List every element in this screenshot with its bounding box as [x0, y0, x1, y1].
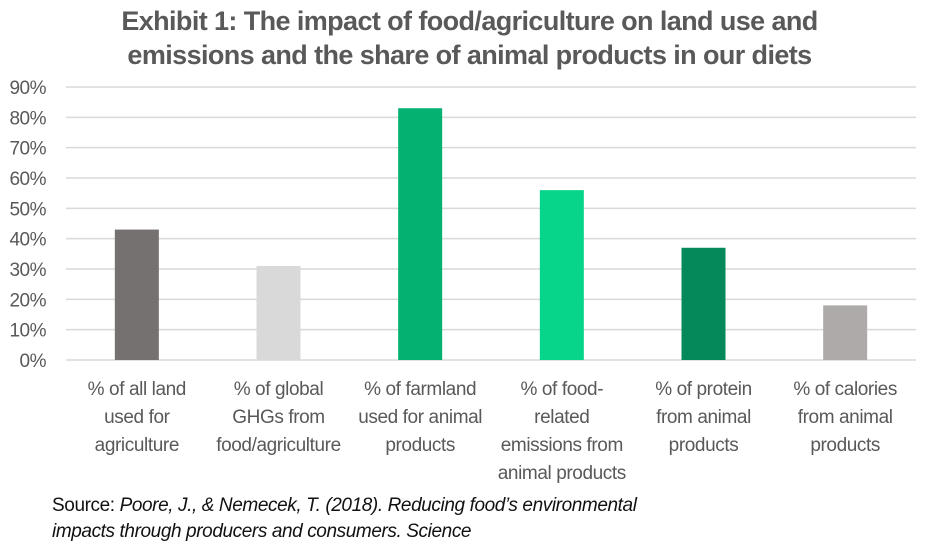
- bar-3: [398, 108, 443, 360]
- y-tick-label: 80%: [9, 108, 46, 129]
- chart-title-line-2: emissions and the share of animal produc…: [127, 40, 812, 70]
- chart-title: Exhibit 1: The impact of food/agricultur…: [0, 4, 939, 72]
- x-category-label: % of calories from animal products: [793, 379, 897, 456]
- y-tick-label: 90%: [9, 78, 46, 99]
- gridlines: [66, 86, 916, 361]
- source-prefix: Source:: [52, 495, 120, 516]
- x-category-label: % of food-related emissions from animal pr…: [498, 379, 626, 484]
- y-tick-label: 60%: [9, 169, 46, 190]
- bar-chart: 0% 10% 20% 30% 40% 50% 60% 70% 80% 90% % of all l…: [9, 78, 916, 484]
- y-tick-label: 20%: [9, 290, 46, 311]
- x-category-label: % of farmland used for animal products: [358, 379, 482, 456]
- y-tick-label: 10%: [9, 321, 46, 342]
- bars: [114, 108, 868, 360]
- bar-5: [681, 247, 726, 360]
- bar-4: [539, 190, 584, 360]
- y-tick-label: 70%: [9, 139, 46, 160]
- source-citation-line-2: impacts through producers and consumers.…: [52, 521, 472, 542]
- source-note: Source: Poore, J., & Nemecek, T. (2018).…: [52, 493, 912, 545]
- y-tick-label: 0%: [20, 351, 47, 372]
- chart-title-line-1: Exhibit 1: The impact of food/agricultur…: [121, 6, 818, 36]
- y-tick-label: 40%: [9, 230, 46, 251]
- bar-6: [823, 305, 868, 360]
- bar-2: [256, 265, 301, 360]
- y-tick-label: 50%: [9, 199, 46, 220]
- source-citation-line-1: Poore, J., & Nemecek, T. (2018). Reducin…: [119, 495, 637, 516]
- x-category-label: % of all land used for agriculture: [88, 379, 186, 456]
- x-category-label: % of global GHGs from food/agriculture: [216, 379, 341, 456]
- y-tick-label: 30%: [9, 260, 46, 281]
- x-axis-category-labels: % of all land used for agriculture % of glo…: [88, 379, 898, 484]
- y-axis-tick-labels: 0% 10% 20% 30% 40% 50% 60% 70% 80% 90%: [9, 78, 47, 372]
- x-category-label: % of protein from animal products: [655, 379, 752, 456]
- bar-1: [114, 229, 159, 360]
